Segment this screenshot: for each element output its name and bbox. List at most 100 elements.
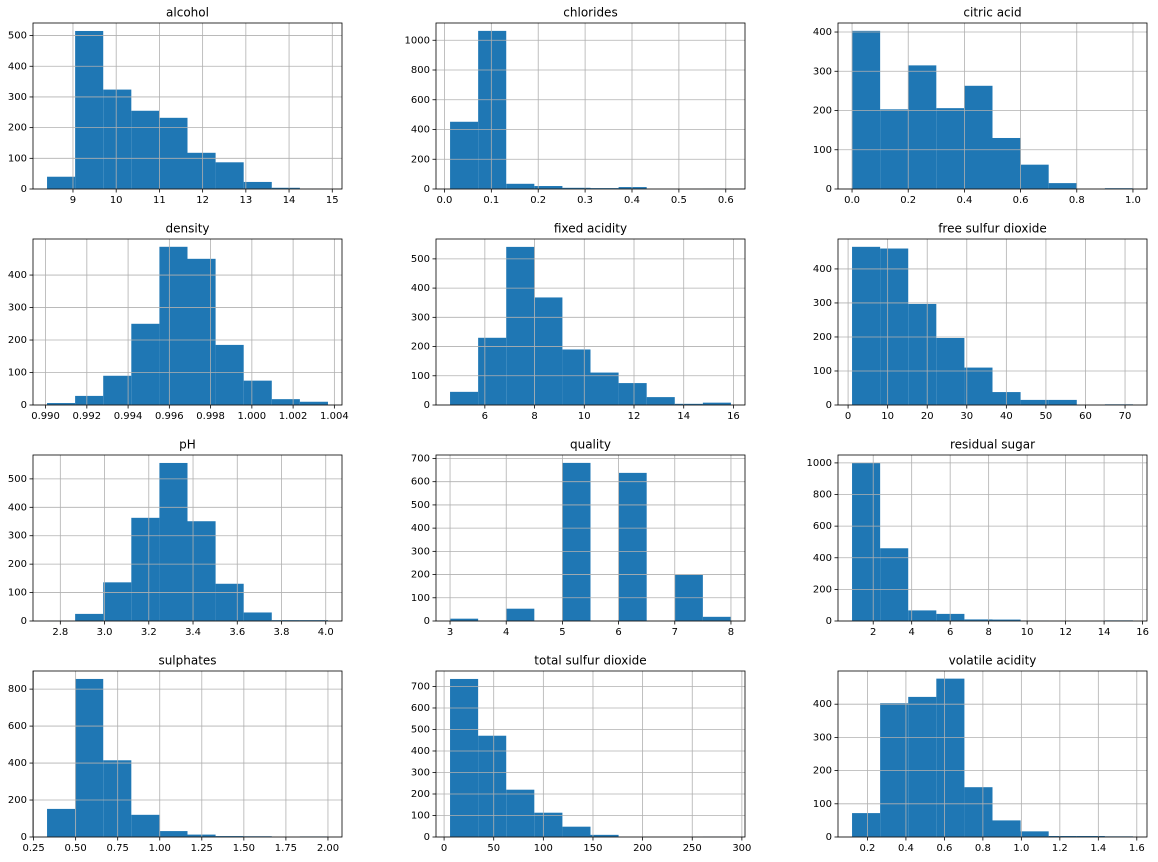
bar	[506, 246, 535, 405]
bar	[1076, 836, 1105, 837]
bar	[562, 187, 591, 189]
y-tick-label: 200	[8, 335, 27, 346]
y-tick-label: 500	[411, 500, 430, 511]
x-tick-label: 0.3	[577, 195, 593, 206]
y-tick-label: 300	[411, 767, 430, 778]
y-tick-label: 400	[8, 61, 27, 72]
bar	[187, 258, 216, 405]
x-tick-label: 14	[1098, 627, 1111, 638]
bar	[1020, 399, 1049, 405]
x-tick-label: 0.25	[22, 843, 44, 854]
bar	[936, 337, 965, 405]
y-tick-label: 200	[411, 154, 430, 165]
x-tick-label: 16	[727, 411, 740, 422]
bar	[75, 395, 104, 405]
subplot-title: volatile acidity	[949, 654, 1037, 668]
bar	[1048, 399, 1077, 405]
y-tick-label: 0	[424, 400, 430, 411]
bar	[852, 462, 881, 621]
y-tick-label: 0	[21, 400, 27, 411]
y-tick-label: 200	[813, 106, 832, 117]
y-tick-label: 500	[411, 724, 430, 735]
y-tick-label: 100	[813, 145, 832, 156]
bar	[478, 337, 507, 405]
axes-frame	[837, 670, 1148, 838]
axes-frame	[435, 454, 746, 622]
x-tick-label: 50	[487, 843, 500, 854]
x-tick-label: 0.5	[671, 195, 687, 206]
y-tick-label: 100	[411, 593, 430, 604]
x-tick-label: 15	[326, 195, 339, 206]
axes-frame	[837, 238, 1148, 406]
bar	[215, 583, 244, 621]
bar	[908, 303, 937, 405]
x-tick-label: 1.0	[1013, 843, 1029, 854]
x-tick-label: 1.00	[149, 843, 171, 854]
x-tick-label: 4.0	[318, 627, 334, 638]
y-tick-label: 700	[411, 681, 430, 692]
y-tick-label: 300	[813, 732, 832, 743]
axes-frame	[837, 22, 1148, 190]
bar	[243, 612, 272, 621]
bar	[450, 391, 479, 405]
x-tick-label: 3.4	[185, 627, 201, 638]
y-tick-label: 200	[411, 570, 430, 581]
subplot-title: alcohol	[166, 6, 209, 20]
bar	[618, 383, 647, 405]
x-tick-label: 0	[845, 411, 851, 422]
x-tick-label: 150	[583, 843, 602, 854]
bar	[992, 619, 1021, 621]
bar	[506, 608, 535, 621]
bar	[646, 397, 675, 405]
bar	[47, 176, 76, 189]
y-tick-label: 300	[813, 298, 832, 309]
bar	[590, 372, 619, 405]
bar	[103, 89, 132, 189]
y-tick-label: 400	[813, 699, 832, 710]
x-tick-label: 0.994	[114, 411, 143, 422]
bar	[908, 610, 937, 621]
bar	[618, 187, 647, 189]
y-tick-label: 400	[8, 270, 27, 281]
x-tick-label: 2.8	[52, 627, 68, 638]
axes-frame	[435, 22, 746, 190]
y-tick-label: 500	[411, 254, 430, 265]
x-tick-label: 1.2	[1052, 843, 1068, 854]
y-tick-label: 200	[8, 559, 27, 570]
y-tick-label: 100	[813, 799, 832, 810]
bar	[880, 109, 909, 189]
y-tick-label: 0	[424, 184, 430, 195]
y-tick-label: 0	[21, 616, 27, 627]
x-tick-label: 11	[153, 195, 166, 206]
bar	[618, 472, 647, 621]
subplot-title: pH	[179, 438, 196, 452]
bar	[908, 65, 937, 189]
y-tick-label: 100	[411, 810, 430, 821]
x-tick-label: 16	[1136, 627, 1149, 638]
x-tick-label: 8	[728, 627, 734, 638]
x-tick-label: 0.990	[31, 411, 60, 422]
x-tick-label: 0.6	[1013, 195, 1029, 206]
x-tick-label: 200	[633, 843, 652, 854]
bar	[243, 181, 272, 189]
x-tick-label: 10	[881, 411, 894, 422]
y-tick-label: 600	[411, 95, 430, 106]
bar	[880, 248, 909, 405]
bar	[852, 246, 881, 405]
y-tick-label: 400	[813, 553, 832, 564]
y-tick-label: 0	[424, 832, 430, 843]
x-tick-label: 0.2	[900, 195, 916, 206]
y-tick-label: 400	[411, 523, 430, 534]
bar	[534, 186, 563, 189]
bar	[75, 678, 104, 837]
x-tick-label: 13	[239, 195, 252, 206]
x-tick-label: 100	[534, 843, 553, 854]
x-tick-label: 7	[672, 627, 678, 638]
y-tick-label: 200	[813, 332, 832, 343]
x-tick-label: 14	[283, 195, 296, 206]
bar	[271, 620, 300, 621]
x-tick-label: 40	[1000, 411, 1013, 422]
bar	[880, 703, 909, 837]
bar	[674, 403, 703, 405]
bar	[159, 462, 188, 621]
